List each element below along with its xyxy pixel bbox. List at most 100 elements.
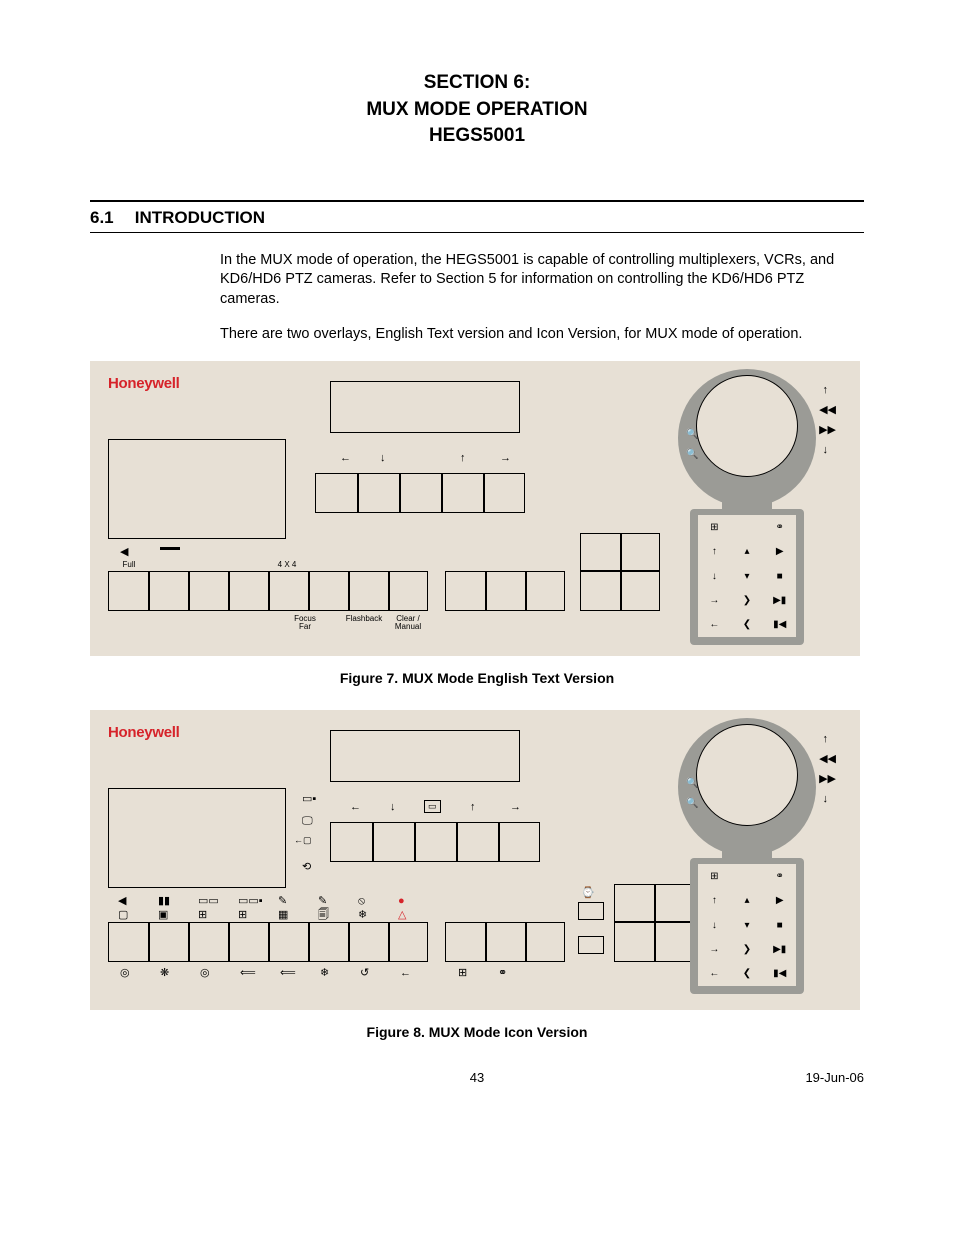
tilt-up-icon-2: ↑: [823, 734, 829, 745]
ir-5: ✎: [318, 896, 327, 907]
right-small-2: [578, 936, 604, 954]
page-number: 43: [90, 1070, 864, 1085]
j2-r3c0: →: [698, 937, 731, 961]
ib-1: ❋: [160, 968, 169, 979]
fwd-fast-icon-2: ▶▶: [819, 774, 836, 785]
joystick-hole: [696, 375, 798, 477]
j2-r1c2: ▶: [763, 888, 796, 912]
flashback-label: Flashback: [342, 615, 386, 623]
mid-div-2: [399, 473, 401, 513]
tilt-down-icon-2: ↓: [823, 794, 829, 805]
figure-8-caption: Figure 8. MUX Mode Icon Version: [90, 1024, 864, 1040]
mid-div-3: [441, 473, 443, 513]
bl-d6: [348, 571, 350, 611]
arrow-up-icon: ↑: [460, 453, 466, 464]
page-date: 19-Jun-06: [805, 1070, 864, 1085]
title-line1: SECTION 6:: [90, 70, 864, 97]
ib-0: ◎: [120, 968, 130, 979]
joy-r2c2: ■: [763, 564, 796, 588]
display-box: [330, 381, 520, 433]
j2-r4c1: ❮: [731, 962, 764, 986]
fwd-fast-icon: ▶▶: [819, 425, 836, 436]
b2d5: [308, 922, 310, 962]
ir2-7: △: [398, 910, 406, 921]
arrow-right-icon-2: →: [510, 802, 521, 813]
m2d2: [414, 822, 416, 862]
ir2-4: ▦: [278, 910, 288, 921]
mid-keypad-2: [330, 822, 540, 862]
focus-far-label: Focus Far: [285, 615, 325, 631]
section-name: INTRODUCTION: [135, 208, 265, 227]
stack-icon-1: 🖵: [302, 816, 313, 827]
arrow-up-icon-2: ↑: [470, 802, 476, 813]
title-line2: MUX MODE OPERATION: [90, 97, 864, 124]
ir2-3: ⊞: [238, 910, 247, 921]
bl-d2: [188, 571, 190, 611]
lm-d1: [485, 571, 487, 611]
joy-r3c0: →: [698, 588, 731, 612]
b2d2: [188, 922, 190, 962]
arrow-left-icon-2: ←: [350, 802, 361, 813]
joystick-grid-2: ⊞ ⚭ ↑ ▴ ▶ ↓ ▾ ■ → ❯ ▶▮ ← ❮ ▮◀: [698, 864, 796, 986]
rkt-d: [620, 533, 622, 571]
j2-r2c0: ↓: [698, 913, 731, 937]
joy-r3c1: ❯: [731, 588, 764, 612]
ib-5: ❄: [320, 968, 329, 979]
ir-7: ●: [398, 896, 405, 907]
joy-r2c0: ↓: [698, 564, 731, 588]
stack-icon-2: ⟲: [302, 862, 311, 873]
j2-r3c1: ❯: [731, 937, 764, 961]
left-large-box-2: [108, 788, 286, 888]
bl-d3: [228, 571, 230, 611]
bl-d1: [148, 571, 150, 611]
mid-div-1: [357, 473, 359, 513]
b2d7: [388, 922, 390, 962]
bl-d5: [308, 571, 310, 611]
section-heading: 6.1 INTRODUCTION: [90, 208, 864, 228]
rev-icon: ◀: [120, 547, 128, 558]
figure-7-caption: Figure 7. MUX Mode English Text Version: [90, 670, 864, 686]
4x4-label: 4 X 4: [272, 561, 302, 569]
rule-under: [90, 232, 864, 233]
joy-r4c2: ▮◀: [763, 613, 796, 637]
title-line3: HEGS5001: [90, 123, 864, 150]
lower-mid-keys: [445, 571, 565, 611]
ib-3: ⟸: [240, 968, 256, 979]
zoom-out-icon: 🔍: [686, 449, 698, 460]
joy-r0c1: [731, 515, 764, 539]
bl-d4: [268, 571, 270, 611]
ir-2: ▭▭: [198, 896, 219, 907]
joy-r4c0: ←: [698, 613, 731, 637]
ir-4: ✎: [278, 896, 287, 907]
j2-r4c0: ←: [698, 962, 731, 986]
section-number: 6.1: [90, 208, 130, 228]
joystick-grid: ⊞ ⚭ ↑ ▴ ▶ ↓ ▾ ■ → ❯ ▶▮ ← ❮ ▮◀: [698, 515, 796, 637]
joystick-2: 🔍 🔍 ↑ ◀◀ ▶▶ ↓ ⊞ ⚭ ↑ ▴ ▶ ↓ ▾ ■ →: [652, 718, 842, 996]
m2d3: [456, 822, 458, 862]
tilt-down-icon: ↓: [823, 445, 829, 456]
brand-logo-2: Honeywell: [108, 724, 180, 741]
ib-9: ⚭: [498, 968, 507, 979]
arrow-down-icon-2: ↓: [390, 802, 396, 813]
rs-0: ⌚: [581, 888, 595, 899]
arrow-right-icon: →: [500, 453, 511, 464]
joy-r0c0: ⊞: [698, 515, 731, 539]
paragraph-1: In the MUX mode of operation, the HEGS50…: [220, 251, 864, 310]
joy-r0c2: ⚭: [763, 515, 796, 539]
joystick-pad: ⊞ ⚭ ↑ ▴ ▶ ↓ ▾ ■ → ❯ ▶▮ ← ❮ ▮◀: [690, 509, 804, 645]
lm2d1: [485, 922, 487, 962]
j2-r4c2: ▮◀: [763, 962, 796, 986]
joystick-hole-2: [696, 724, 798, 826]
tilt-up-icon: ↑: [823, 385, 829, 396]
arrow-left-icon: ←: [340, 453, 351, 464]
figure-7-panel: Honeywell ← ↓ ↑ → ◀ Full 4 X 4: [90, 361, 860, 656]
mid-div-4: [483, 473, 485, 513]
joy-r1c1: ▴: [731, 539, 764, 563]
rev-fast-icon: ◀◀: [819, 405, 836, 416]
brand-logo: Honeywell: [108, 375, 180, 392]
paragraph-2: There are two overlays, English Text ver…: [220, 325, 864, 345]
ib-6: ↺: [360, 968, 369, 979]
j2-r0c1: [731, 864, 764, 888]
arrow-down-icon: ↓: [380, 453, 386, 464]
joy-r3c2: ▶▮: [763, 588, 796, 612]
